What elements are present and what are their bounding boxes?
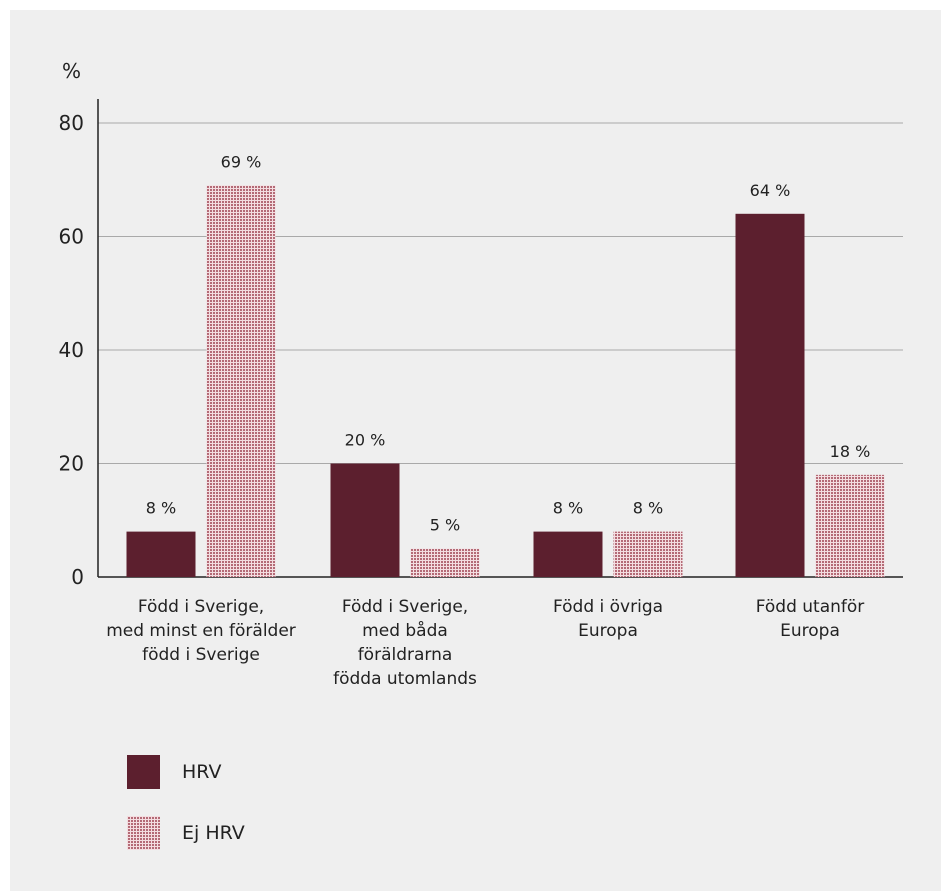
y-tick-label-60: 60 <box>59 225 84 249</box>
y-tick-label-80: 80 <box>59 111 84 135</box>
legend-label-ej-hrv: Ej HRV <box>182 822 245 844</box>
legend-swatch-ej-hrv <box>127 816 160 850</box>
x-category-label-2: Född i övriga Europa <box>553 597 663 641</box>
data-label-hrv-1: 20 % <box>345 431 386 450</box>
y-tick-label-0: 0 <box>71 565 84 589</box>
data-label-hrv-0: 8 % <box>146 499 176 518</box>
data-label-ej-hrv-3: 18 % <box>830 442 871 461</box>
legend-item-ej-hrv: Ej HRV <box>127 816 245 850</box>
x-category-label-0: Född i Sverige, med minst en förälder född… <box>106 597 296 665</box>
bar-hrv-0 <box>126 531 196 577</box>
y-tick-label-20: 20 <box>59 452 84 476</box>
data-label-hrv-3: 64 % <box>750 181 791 200</box>
data-label-ej-hrv-1: 5 % <box>430 516 460 535</box>
legend-swatch-hrv <box>127 755 160 789</box>
y-axis-unit-label: % <box>62 59 81 83</box>
y-tick-label-40: 40 <box>59 338 84 362</box>
x-category-label-1: Född i Sverige, med båda föräldrarna födda … <box>333 597 477 689</box>
bar-ej-hrv-0 <box>206 185 276 578</box>
legend-item-hrv: HRV <box>127 755 245 789</box>
data-label-hrv-2: 8 % <box>553 499 583 518</box>
bar-hrv-3 <box>735 213 805 578</box>
bar-hrv-2 <box>533 531 603 577</box>
x-category-label-3: Född utanför Europa <box>756 597 865 641</box>
data-label-ej-hrv-2: 8 % <box>633 499 663 518</box>
bar-hrv-1 <box>330 463 400 577</box>
bar-ej-hrv-3 <box>815 474 885 577</box>
legend-label-hrv: HRV <box>182 761 222 783</box>
bar-ej-hrv-2 <box>613 531 683 577</box>
data-label-ej-hrv-0: 69 % <box>221 152 262 171</box>
legend: HRV Ej HRV <box>127 755 245 877</box>
bar-ej-hrv-1 <box>410 548 480 577</box>
